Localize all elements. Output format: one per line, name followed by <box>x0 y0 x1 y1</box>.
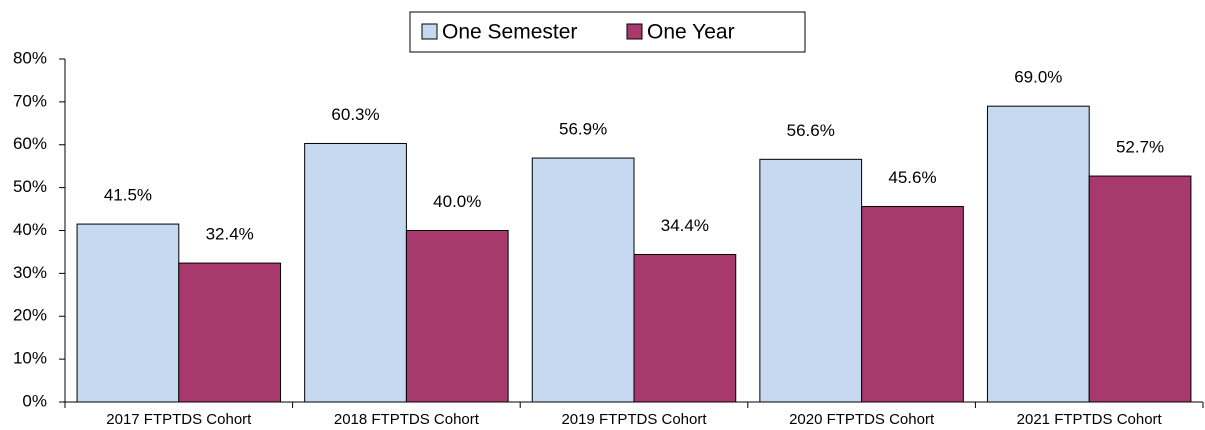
bar <box>405 230 509 403</box>
x-tick-label: 2021 FTPTDS Cohort <box>1017 411 1163 428</box>
y-tick-label: 80% <box>13 48 47 67</box>
legend-swatch <box>421 23 438 40</box>
data-label: 32.4% <box>206 225 254 244</box>
x-tick-label: 2017 FTPTDS Cohort <box>106 411 252 428</box>
bar <box>178 262 282 403</box>
legend-label: One Year <box>647 21 735 44</box>
legend-swatch <box>626 23 643 40</box>
y-tick-label: 60% <box>13 134 47 153</box>
bar <box>304 142 407 403</box>
data-label: 34.4% <box>661 216 709 235</box>
data-label: 60.3% <box>331 105 379 124</box>
legend-label: One Semester <box>442 21 577 44</box>
bar <box>76 223 180 403</box>
data-label: 52.7% <box>1116 138 1164 157</box>
bar <box>861 205 964 403</box>
y-tick-label: 30% <box>13 263 47 282</box>
bar <box>531 157 635 403</box>
y-tick-label: 0% <box>22 391 47 410</box>
x-tick-label: 2019 FTPTDS Cohort <box>561 411 707 428</box>
bar <box>1088 175 1192 403</box>
data-label: 45.6% <box>888 168 936 187</box>
data-label: 41.5% <box>104 186 152 205</box>
y-tick-label: 70% <box>13 91 47 110</box>
data-label: 69.0% <box>1014 68 1062 87</box>
data-label: 56.6% <box>787 121 835 140</box>
bar <box>633 254 737 403</box>
legend <box>409 11 806 53</box>
x-tick-label: 2020 FTPTDS Cohort <box>789 411 935 428</box>
data-label: 40.0% <box>433 192 481 211</box>
x-tick-label: 2018 FTPTDS Cohort <box>334 411 480 428</box>
y-tick-label: 20% <box>13 306 47 325</box>
y-tick-label: 40% <box>13 220 47 239</box>
data-label: 56.9% <box>559 120 607 139</box>
bar <box>759 158 863 403</box>
y-tick-label: 50% <box>13 177 47 196</box>
y-tick-label: 10% <box>13 349 47 368</box>
bar <box>986 105 1090 403</box>
